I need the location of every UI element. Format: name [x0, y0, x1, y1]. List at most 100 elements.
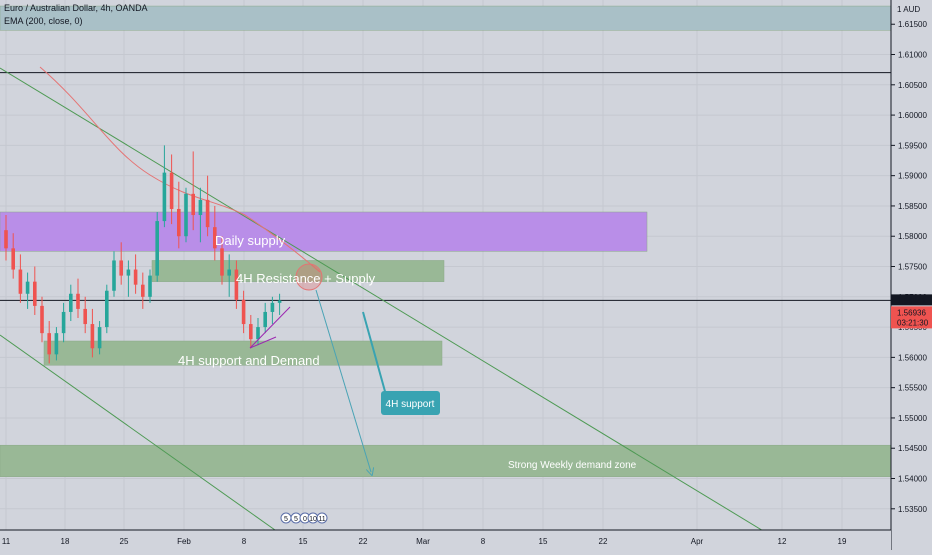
ema-line: [39, 66, 321, 273]
price-tick-label: 1.60000: [898, 111, 927, 120]
candle-body: [177, 208, 181, 237]
candle-body: [105, 290, 109, 328]
price-tick-label: 1.54000: [898, 475, 927, 484]
candle-body: [97, 327, 102, 349]
ema-legend: EMA (200, close, 0): [4, 16, 83, 26]
price-tick-label: 1.59000: [898, 172, 927, 181]
zone-strong-weekly-demand-zone: [0, 444, 892, 477]
candle-body: [191, 193, 195, 216]
candle-body: [61, 311, 66, 334]
candle-body: [18, 269, 23, 294]
time-tick-label: 11: [2, 537, 11, 546]
event-marker: [316, 512, 328, 524]
time-tick-label: 15: [299, 537, 308, 546]
last-price-label: 1.56941: [897, 296, 926, 305]
event-marker-label: 5: [284, 516, 288, 523]
event-marker-label: 5: [294, 516, 298, 523]
time-tick-label: 8: [481, 537, 486, 546]
time-tick-label: 22: [599, 537, 608, 546]
price-tick-label: 1.58500: [898, 202, 927, 211]
highlight-circle: [295, 263, 323, 291]
price-tick-label: 1.54500: [898, 444, 927, 453]
time-tick-label: 18: [61, 537, 70, 546]
candle-body: [256, 327, 260, 340]
candle-body: [4, 230, 8, 249]
zone-daily-supply: [0, 211, 648, 252]
candle-body: [249, 324, 253, 340]
candle-body: [234, 269, 239, 300]
candle-body: [270, 302, 275, 312]
price-tick-label: 1.56000: [898, 353, 927, 362]
price-tick-label: 1.61500: [898, 20, 927, 29]
candle-body: [198, 199, 203, 216]
candle-body: [112, 260, 116, 291]
candle-body: [162, 172, 167, 222]
plot-area: [0, 0, 891, 530]
time-tick-label: 12: [778, 537, 787, 546]
time-tick-label: 25: [120, 537, 129, 546]
event-marker-label: 0: [303, 516, 307, 523]
candle-body: [76, 293, 80, 309]
price-tick-label: 1.53500: [898, 505, 927, 514]
candle-body: [169, 172, 174, 209]
callout-label: 4H support: [386, 399, 435, 410]
candle-body: [126, 269, 131, 276]
event-marker-label: 11: [318, 516, 325, 523]
countdown-label: 03:21:30: [897, 318, 929, 327]
candle-body: [184, 193, 188, 237]
candle-body: [141, 284, 145, 297]
label-resistance-supply: 4H Resistance + Supply: [236, 271, 376, 286]
label-weekly-demand: Strong Weekly demand zone: [508, 460, 637, 471]
candle-body: [69, 293, 73, 312]
time-tick-label: Feb: [177, 537, 191, 546]
price-tick-label: 1.55500: [898, 384, 927, 393]
price-tick-label: 1.57500: [898, 263, 927, 272]
candle-body: [119, 260, 123, 276]
wedge-line: [249, 306, 291, 349]
candle-body: [133, 269, 138, 285]
event-marker-label: 10: [309, 516, 317, 523]
last-price-badge: [891, 294, 932, 306]
candle-body: [90, 324, 95, 349]
trendline-upper: [0, 67, 766, 533]
candle-body: [263, 311, 267, 328]
candle-body: [54, 333, 59, 355]
price-tick-label: 1.55000: [898, 414, 927, 423]
price-tick-label: 1.58000: [898, 232, 927, 241]
current-price-label: 1.56936: [897, 308, 926, 317]
time-tick-label: 19: [838, 537, 847, 546]
time-axis: [0, 530, 891, 550]
time-tick-label: 22: [359, 537, 368, 546]
candle-body: [155, 221, 159, 276]
candle-body: [47, 333, 51, 355]
candle-body: [227, 269, 231, 276]
time-tick-label: 15: [539, 537, 548, 546]
projection-arrow: [315, 289, 371, 472]
candle-body: [277, 300, 282, 303]
candle-body: [25, 281, 30, 294]
price-tick-label: 1.61000: [898, 51, 927, 60]
candle-body: [220, 248, 224, 276]
callout-box: [381, 391, 440, 415]
candle-body: [213, 227, 217, 249]
price-tick-label: 1.60500: [898, 81, 927, 90]
price-axis: [891, 0, 932, 550]
price-tick-label: 1.59500: [898, 141, 927, 150]
candle-body: [83, 308, 87, 325]
symbol-title: Euro / Australian Dollar, 4h, OANDA: [4, 3, 148, 13]
candle-body: [241, 299, 246, 325]
time-tick-label: Mar: [416, 537, 430, 546]
zone-4h-resistance-supply: [151, 260, 445, 282]
candle-body: [33, 281, 37, 306]
wedge-line: [249, 336, 277, 349]
time-tick-label: Apr: [691, 537, 704, 546]
time-tick-label: 8: [242, 537, 247, 546]
candle-body: [205, 199, 210, 228]
candle-body: [40, 305, 44, 334]
candle-body: [11, 248, 15, 270]
callout-pointer: [362, 311, 387, 396]
label-daily-supply: Daily supply: [215, 233, 286, 248]
axis-currency: 1 AUD: [897, 5, 920, 14]
